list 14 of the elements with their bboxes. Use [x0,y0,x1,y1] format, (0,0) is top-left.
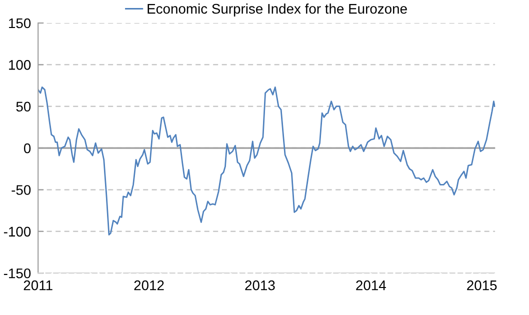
y-tick-label: -100 [4,226,31,237]
x-tick-label: 2015 [467,280,497,290]
line-series [38,86,496,236]
x-tick-label: 2013 [245,280,275,290]
x-tick-label: 2011 [24,280,52,290]
x-tick-label: 2012 [134,280,164,290]
x-tick-label: 2014 [356,280,386,290]
y-tick-label: 0 [24,143,31,154]
y-tick-label: -150 [4,268,31,278]
y-tick-label: 100 [9,60,31,70]
y-tick-label: 150 [9,18,31,28]
y-tick-label: 50 [16,102,31,112]
legend-label: Economic Surprise Index for the Eurozone [148,4,407,16]
y-tick-label: -50 [12,185,31,195]
